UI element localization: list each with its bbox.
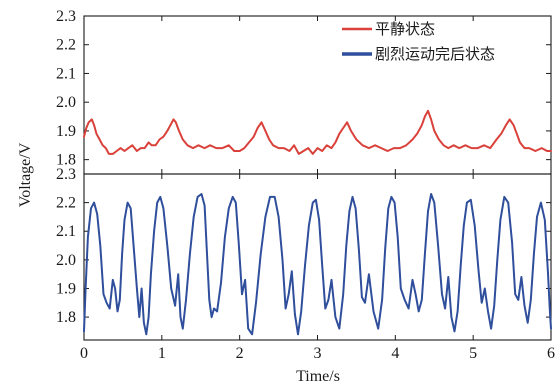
- series-line-1-0: [83, 193, 552, 336]
- x-tick-label-3: 3: [314, 345, 322, 362]
- legend-label-after-exercise: 剧烈运动完后状态: [375, 45, 495, 63]
- y-tick-label-0-2: 2.0: [56, 94, 76, 111]
- x-tick-label-4: 4: [391, 345, 399, 362]
- legend: 平静状态 剧烈运动完后状态: [342, 20, 495, 63]
- y-axis-label: Voltage/V: [17, 142, 34, 207]
- panel-frame-1: [83, 173, 552, 341]
- y-tick-label-0-0: 1.8: [56, 152, 76, 169]
- x-tick-label-2: 2: [236, 345, 244, 362]
- x-tick-label-5: 5: [469, 345, 477, 362]
- panel-frame-0: [83, 15, 552, 175]
- y-tick-label-1-1: 1.9: [56, 280, 76, 297]
- x-tick-label-0: 0: [80, 345, 88, 362]
- legend-label-calm: 平静状态: [375, 20, 435, 38]
- x-axis-label: Time/s: [296, 368, 340, 385]
- y-tick-label-1-0: 1.8: [56, 309, 76, 326]
- y-tick-label-0-4: 2.2: [56, 37, 76, 54]
- series-line-0-0: [83, 109, 552, 155]
- x-tick-label-1: 1: [158, 345, 166, 362]
- y-tick-label-0-3: 2.1: [56, 65, 76, 82]
- y-tick-label-1-2: 2.0: [56, 252, 76, 269]
- y-tick-label-1-5: 2.3: [56, 166, 76, 183]
- x-tick-label-6: 6: [547, 345, 555, 362]
- y-tick-label-1-4: 2.2: [56, 195, 76, 212]
- y-tick-label-0-5: 2.3: [56, 8, 76, 25]
- y-tick-label-0-1: 1.9: [56, 123, 76, 140]
- y-tick-label-1-3: 2.1: [56, 223, 76, 240]
